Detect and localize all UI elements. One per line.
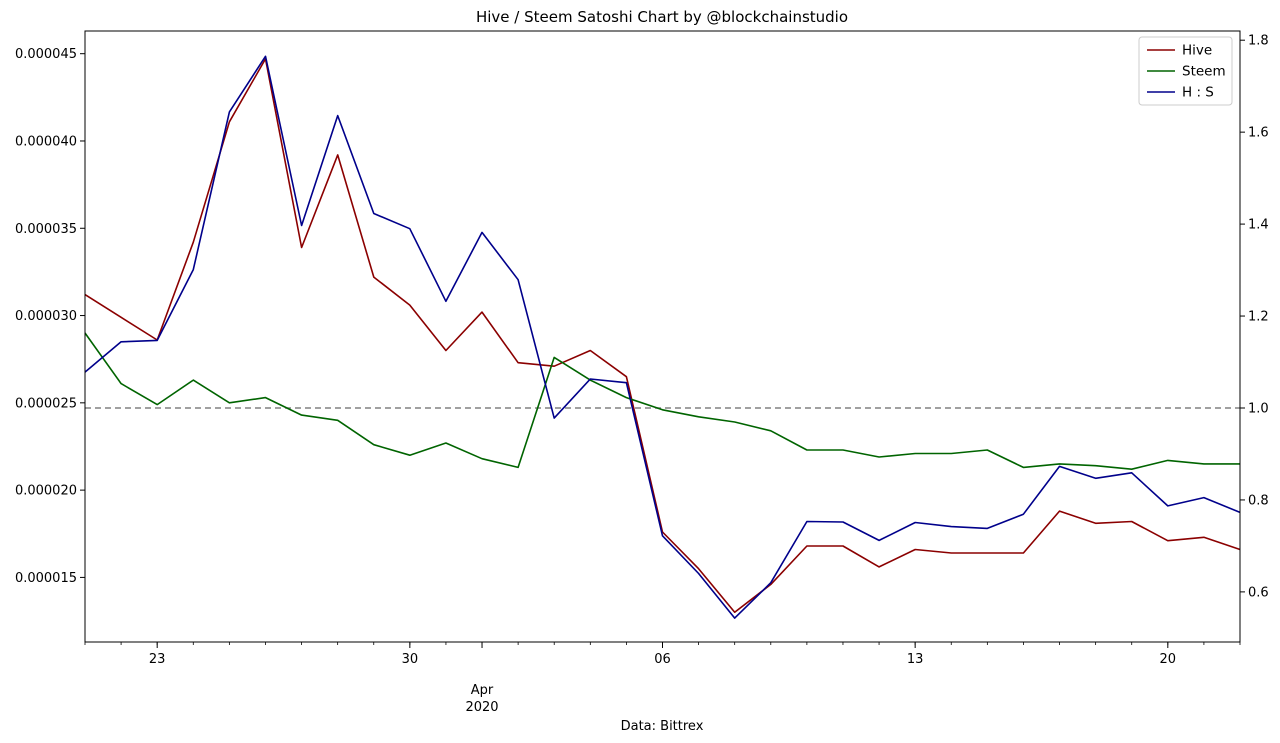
y-left-tick-label: 0.000015 — [15, 571, 77, 586]
y-left-tick-label: 0.000035 — [15, 222, 77, 237]
y-axis-left: 0.000015 0.000020 0.000025 0.000030 0.000035… — [15, 47, 85, 586]
legend-box — [1138, 36, 1233, 106]
y-left-tick-label: 0.000025 — [15, 396, 77, 411]
plot-area — [85, 31, 1240, 642]
x-tick-label: 30 — [402, 652, 419, 667]
series-line-steem — [84, 332, 1240, 471]
series-layer — [84, 55, 1241, 619]
x-tick-label: 06 — [654, 652, 671, 667]
x-axis-label: Data: Bittrex — [621, 719, 704, 734]
y-axis-right: 0.6 0.8 1.0 1.2 1.4 1.6 1.8 — [1240, 34, 1269, 600]
y-right-tick-label: 1.6 — [1248, 126, 1269, 141]
y-left-tick-label: 0.000020 — [15, 484, 77, 499]
x-month-label: Apr — [471, 683, 494, 698]
legend-label-steem: Steem — [1182, 64, 1226, 80]
y-right-tick-label: 1.0 — [1248, 401, 1269, 416]
y-right-tick-label: 1.8 — [1248, 34, 1269, 49]
y-right-tick-label: 0.6 — [1248, 585, 1269, 600]
x-tick-label: 23 — [149, 652, 166, 667]
y-left-tick-label: 0.000030 — [15, 309, 77, 324]
y-right-tick-label: 1.2 — [1248, 310, 1269, 325]
series-line-hive — [84, 58, 1241, 614]
y-left-tick-label: 0.000040 — [15, 134, 77, 149]
legend-label-hive: Hive — [1182, 43, 1212, 59]
series-line-h-s — [84, 55, 1241, 619]
x-tick-label: 20 — [1160, 652, 1177, 667]
x-year-label: 2020 — [465, 700, 498, 715]
legend: Hive Steem H : S — [1138, 36, 1233, 106]
x-tick-label: 13 — [907, 652, 924, 667]
y-left-tick-label: 0.000045 — [15, 47, 77, 62]
chart-title: Hive / Steem Satoshi Chart by @blockchai… — [476, 8, 848, 26]
y-right-tick-label: 1.4 — [1248, 218, 1269, 233]
x-axis: 23 30 06 13 20 Apr 2020 — [84, 642, 1241, 715]
y-right-tick-label: 0.8 — [1248, 493, 1269, 508]
legend-label-h-s: H : S — [1182, 85, 1214, 101]
